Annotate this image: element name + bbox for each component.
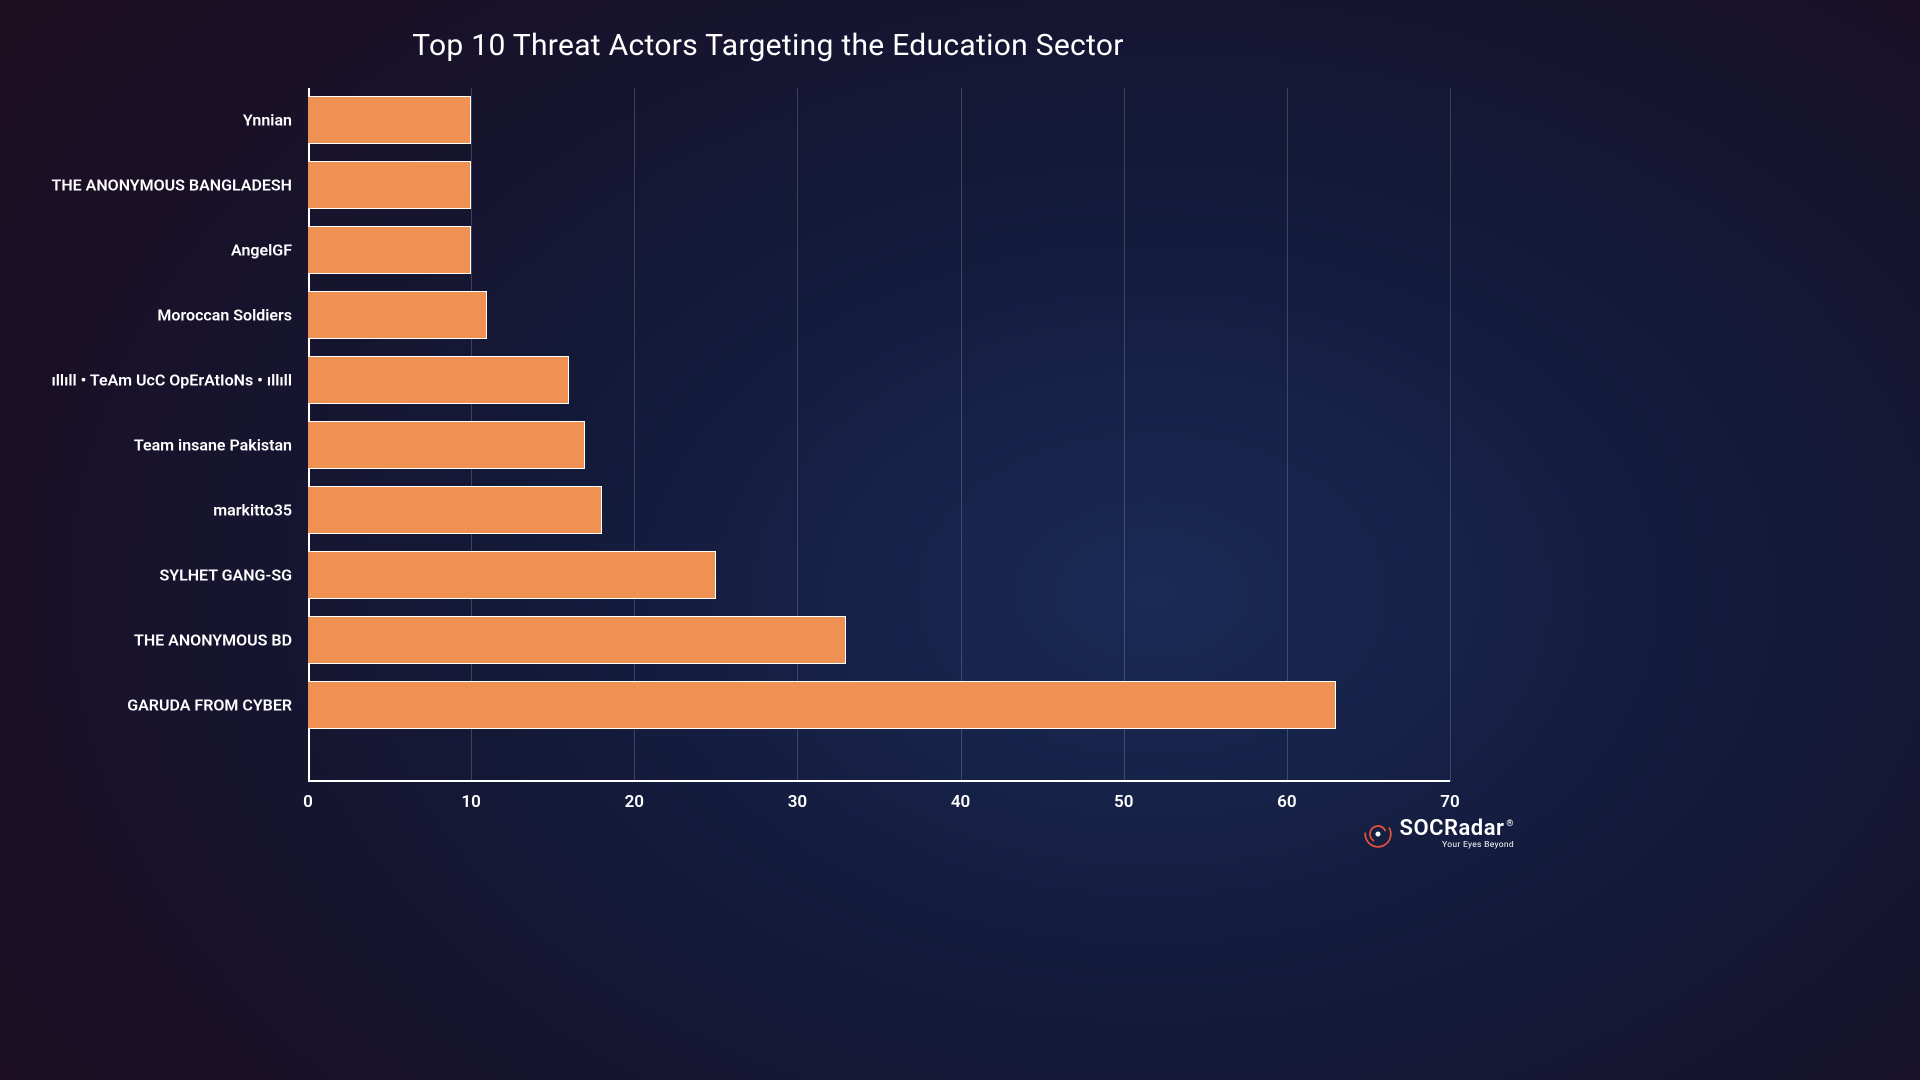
- category-label: ıllıll • TeAm UcC OpErAtIoNs • ıllıll: [52, 371, 309, 390]
- logo-name: SOCRadar: [1400, 818, 1505, 840]
- logo-main: SOCRadar ®: [1400, 818, 1514, 840]
- plot-area: 010203040506070YnnianTHE ANONYMOUS BANGL…: [308, 88, 1450, 782]
- logo-tagline: Your Eyes Beyond: [1442, 841, 1514, 850]
- bar: [308, 291, 487, 339]
- bar-row: THE ANONYMOUS BD: [308, 616, 1450, 664]
- gridline: [1450, 88, 1451, 782]
- chart-container: Top 10 Threat Actors Targeting the Educa…: [0, 0, 1536, 864]
- category-label: Team insane Pakistan: [134, 436, 308, 455]
- category-label: SYLHET GANG-SG: [159, 566, 308, 585]
- bar-row: AngelGF: [308, 226, 1450, 274]
- bar: [308, 96, 471, 144]
- bar: [308, 421, 585, 469]
- bar-row: THE ANONYMOUS BANGLADESH: [308, 161, 1450, 209]
- x-tick-label: 10: [461, 792, 480, 812]
- x-tick-label: 20: [625, 792, 644, 812]
- bar-row: Moroccan Soldiers: [308, 291, 1450, 339]
- x-axis-line: [308, 780, 1450, 782]
- category-label: markitto35: [213, 501, 308, 520]
- bar: [308, 226, 471, 274]
- chart-title: Top 10 Threat Actors Targeting the Educa…: [0, 28, 1536, 63]
- plot-inner: 010203040506070YnnianTHE ANONYMOUS BANGL…: [308, 88, 1450, 782]
- x-tick-label: 60: [1277, 792, 1296, 812]
- bar: [308, 356, 569, 404]
- category-label: AngelGF: [231, 241, 308, 260]
- bar: [308, 551, 716, 599]
- bar-row: GARUDA FROM CYBER: [308, 681, 1450, 729]
- bar: [308, 161, 471, 209]
- bar-row: ıllıll • TeAm UcC OpErAtIoNs • ıllıll: [308, 356, 1450, 404]
- bar-row: Ynnian: [308, 96, 1450, 144]
- bar-row: SYLHET GANG-SG: [308, 551, 1450, 599]
- category-label: Ynnian: [243, 111, 308, 130]
- x-tick-label: 70: [1440, 792, 1459, 812]
- x-tick-label: 40: [951, 792, 970, 812]
- logo-registered: ®: [1506, 820, 1514, 829]
- bar-row: Team insane Pakistan: [308, 421, 1450, 469]
- bar: [308, 486, 602, 534]
- category-label: Moroccan Soldiers: [157, 306, 308, 325]
- category-label: THE ANONYMOUS BANGLADESH: [52, 176, 309, 195]
- radar-icon: [1362, 818, 1394, 850]
- brand-logo: SOCRadar ® Your Eyes Beyond: [1362, 818, 1514, 850]
- x-tick-label: 0: [303, 792, 313, 812]
- x-tick-label: 50: [1114, 792, 1133, 812]
- category-label: THE ANONYMOUS BD: [134, 631, 308, 650]
- bar-row: markitto35: [308, 486, 1450, 534]
- logo-text-wrap: SOCRadar ® Your Eyes Beyond: [1400, 818, 1514, 850]
- bar: [308, 616, 846, 664]
- bar: [308, 681, 1336, 729]
- x-tick-label: 30: [788, 792, 807, 812]
- category-label: GARUDA FROM CYBER: [127, 696, 308, 715]
